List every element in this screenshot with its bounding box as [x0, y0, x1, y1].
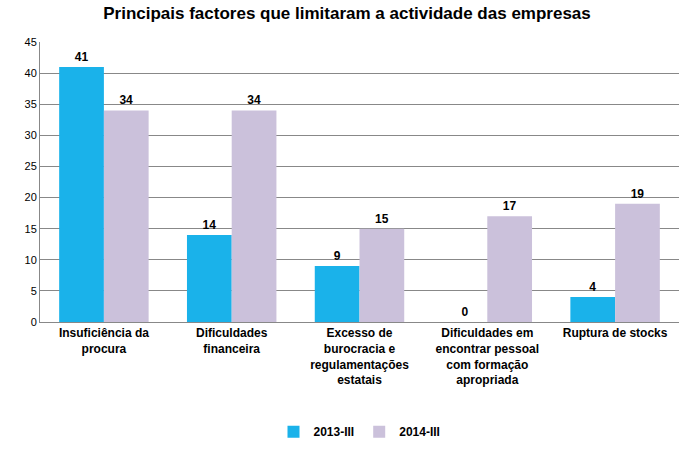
- svg-text:34: 34: [119, 93, 133, 107]
- svg-text:Dificuldadesfinanceira: Dificuldadesfinanceira: [196, 326, 268, 356]
- svg-text:2014-III: 2014-III: [399, 425, 440, 439]
- svg-text:0: 0: [31, 316, 37, 328]
- svg-text:15: 15: [375, 212, 389, 226]
- svg-text:14: 14: [202, 218, 216, 232]
- svg-text:40: 40: [25, 67, 37, 79]
- svg-text:Dificuldades emencontrar pesso: Dificuldades emencontrar pessoalcom form…: [436, 326, 539, 387]
- svg-text:9: 9: [334, 249, 341, 263]
- svg-text:5: 5: [31, 285, 37, 297]
- svg-text:30: 30: [25, 129, 37, 141]
- svg-text:25: 25: [25, 160, 37, 172]
- svg-text:Excesso deburocracia eregulame: Excesso deburocracia eregulamentaçõesest…: [310, 326, 409, 387]
- svg-text:4: 4: [589, 280, 596, 294]
- svg-text:17: 17: [503, 199, 517, 213]
- svg-text:15: 15: [25, 223, 37, 235]
- svg-text:20: 20: [25, 191, 37, 203]
- svg-text:45: 45: [25, 36, 37, 48]
- svg-text:Ruptura de stocks: Ruptura de stocks: [563, 326, 668, 340]
- svg-text:41: 41: [75, 50, 89, 64]
- svg-text:Insuficiência daprocura: Insuficiência daprocura: [59, 326, 149, 356]
- svg-text:0: 0: [461, 305, 468, 319]
- svg-text:19: 19: [631, 187, 645, 201]
- svg-text:Principais factores que limita: Principais factores que limitaram a acti…: [103, 4, 591, 23]
- svg-text:10: 10: [25, 254, 37, 266]
- svg-text:35: 35: [25, 98, 37, 110]
- svg-text:2013-III: 2013-III: [314, 425, 355, 439]
- svg-text:34: 34: [247, 93, 261, 107]
